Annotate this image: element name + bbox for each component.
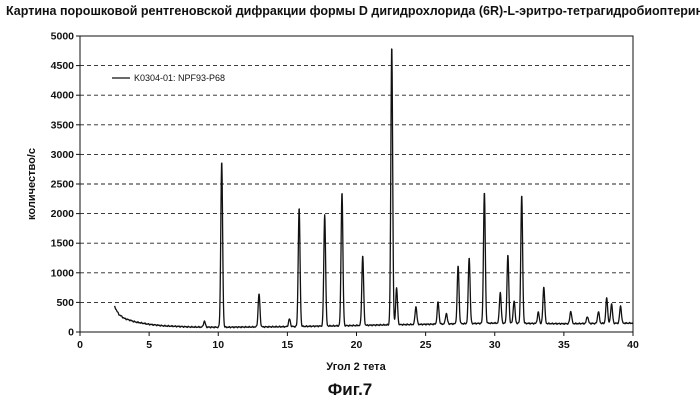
y-tick-label: 1500 — [51, 238, 75, 250]
y-tick-label: 5000 — [51, 31, 75, 43]
y-tick-label: 500 — [56, 297, 74, 309]
x-tick-label: 40 — [627, 339, 639, 351]
y-axis-label: количество/с — [26, 148, 38, 220]
x-tick-label: 5 — [146, 339, 152, 351]
y-tick-label: 4500 — [51, 60, 75, 72]
x-tick-label: 20 — [351, 339, 363, 351]
x-axis-ticks: 0 5 10 15 20 25 30 35 40 — [77, 332, 639, 351]
x-tick-label: 30 — [489, 339, 501, 351]
x-tick-label: 15 — [282, 339, 294, 351]
legend: K0304-01: NPF93-P68 — [112, 73, 225, 83]
figure-label: Фиг.7 — [0, 380, 700, 400]
y-tick-label: 3500 — [51, 119, 75, 131]
xrd-chart: 0 500 1000 1500 2000 2500 3000 3500 4000 4500 5000… — [0, 0, 700, 378]
x-tick-label: 25 — [420, 339, 432, 351]
grid-lines — [80, 66, 633, 303]
x-tick-label: 10 — [212, 339, 224, 351]
legend-label: K0304-01: NPF93-P68 — [134, 73, 225, 83]
y-tick-label: 2500 — [51, 179, 75, 191]
x-tick-label: 0 — [77, 339, 83, 351]
y-axis-ticks: 0 500 1000 1500 2000 2500 3000 3500 4000 4500 5000 — [51, 31, 80, 339]
series-line — [115, 49, 633, 328]
x-axis-label: Угол 2 тета — [326, 361, 386, 373]
y-tick-label: 0 — [68, 327, 74, 339]
y-tick-label: 3000 — [51, 149, 75, 161]
y-tick-label: 1000 — [51, 267, 75, 279]
x-tick-label: 35 — [558, 339, 570, 351]
y-tick-label: 2000 — [51, 208, 75, 220]
y-tick-label: 4000 — [51, 90, 75, 102]
